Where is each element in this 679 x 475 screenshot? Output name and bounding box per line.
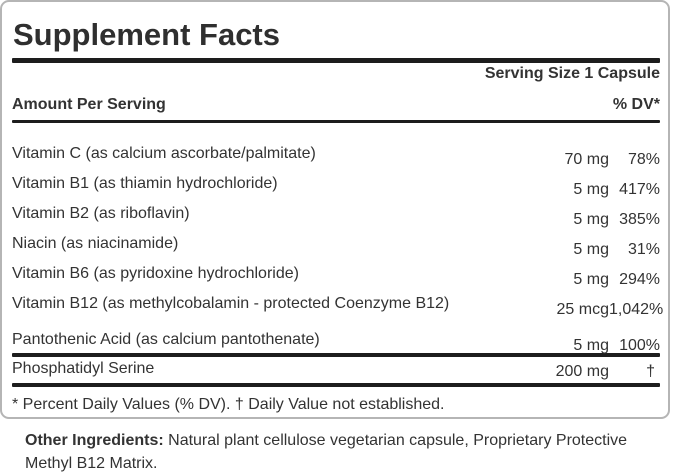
nutrient-rows: Vitamin C (as calcium ascorbate/palmitat… <box>12 123 664 354</box>
nutrient-dv: 385% <box>619 211 660 228</box>
nutrient-amount: 200 mg <box>555 363 609 380</box>
nutrient-name: Pantothenic Acid (as calcium pantothenat… <box>12 331 320 348</box>
nutrient-name: Vitamin B6 (as pyridoxine hydrochloride) <box>12 265 299 282</box>
nutrient-name: Phosphatidyl Serine <box>12 360 155 377</box>
amount-per-serving-header: Amount Per Serving <box>12 96 166 113</box>
nutrient-row-niacin: Niacin (as niacinamide) 5 mg 31% <box>12 235 660 265</box>
nutrient-name: Vitamin B12 (as methylcobalamin - protec… <box>12 295 450 312</box>
nutrient-name: Vitamin B2 (as riboflavin) <box>12 205 190 222</box>
nutrient-name: Vitamin C (as calcium ascorbate/palmitat… <box>12 145 316 162</box>
divider-bottom-thick <box>12 383 660 387</box>
nutrient-dv: 294% <box>619 271 660 288</box>
daily-value-footnote: * Percent Daily Values (% DV). † Daily V… <box>12 396 445 413</box>
nutrient-row-vitamin-b12: Vitamin B12 (as methylcobalamin - protec… <box>12 295 664 331</box>
nutrient-amount: 5 mg <box>573 211 609 228</box>
nutrient-row-vitamin-b6: Vitamin B6 (as pyridoxine hydrochloride)… <box>12 265 660 295</box>
nutrient-amount: 5 mg <box>573 181 609 198</box>
nutrient-dv: 1,042% <box>609 301 664 318</box>
nutrient-dv: 31% <box>627 241 660 258</box>
nutrient-amount: 70 mg <box>564 151 609 168</box>
nutrient-row-pantothenic-acid: Pantothenic Acid (as calcium pantothenat… <box>12 331 660 354</box>
nutrient-row-vitamin-b1: Vitamin B1 (as thiamin hydrochloride) 5 … <box>12 175 660 205</box>
nutrient-row-phosphatidyl-serine: Phosphatidyl Serine 200 mg † <box>12 360 660 383</box>
nutrient-amount: 5 mg <box>573 271 609 288</box>
nutrient-row-vitamin-c: Vitamin C (as calcium ascorbate/palmitat… <box>12 145 660 175</box>
nutrient-row-vitamin-b2: Vitamin B2 (as riboflavin) 5 mg 385% <box>12 205 660 235</box>
nutrient-amount: 25 mcg <box>556 301 609 318</box>
divider-mid-thick <box>12 353 660 357</box>
nutrient-dv: 417% <box>619 181 660 198</box>
nutrient-dv: 78% <box>627 151 660 168</box>
divider-top-thick <box>12 58 660 63</box>
nutrient-amount: 5 mg <box>573 241 609 258</box>
column-header-row: Amount Per Serving % DV* <box>12 96 660 113</box>
divider-header-thin <box>12 120 660 123</box>
nutrient-amount: 5 mg <box>573 337 609 354</box>
nutrient-name: Niacin (as niacinamide) <box>12 235 179 252</box>
other-ingredients: Other Ingredients: Natural plant cellulo… <box>25 429 661 475</box>
supplement-facts-panel: Supplement Facts Serving Size 1 Capsule … <box>0 0 670 419</box>
percent-dv-header: % DV* <box>612 96 660 113</box>
nutrient-dv: 100% <box>619 337 660 354</box>
nutrient-dv-dagger: † <box>646 363 655 380</box>
panel-title: Supplement Facts <box>13 17 280 52</box>
nutrient-name: Vitamin B1 (as thiamin hydrochloride) <box>12 175 278 192</box>
serving-size-text: Serving Size 1 Capsule <box>484 65 660 82</box>
other-ingredients-label: Other Ingredients: <box>25 432 164 449</box>
